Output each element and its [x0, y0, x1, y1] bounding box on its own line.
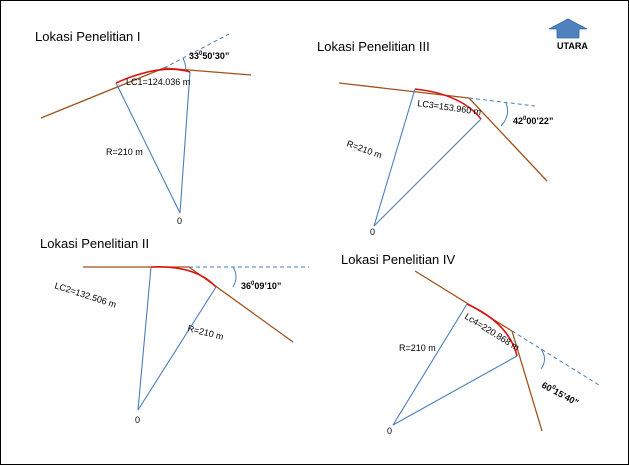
- site-2-radius-end: [137, 286, 217, 411]
- site-4-diagram: Lokasi Penelitian IV 60015’40” Lc4=220.8…: [341, 252, 600, 436]
- north-arrow: UTARA: [548, 18, 588, 51]
- site-4-radius-end: [392, 355, 518, 426]
- site-3-road-out: [468, 97, 548, 182]
- north-label: UTARA: [557, 41, 588, 51]
- site-4-title: Lokasi Penelitian IV: [341, 252, 456, 267]
- site-3-title: Lokasi Penelitian III: [317, 39, 430, 54]
- site-2-title: Lokasi Penelitian II: [40, 236, 149, 251]
- site-1-road-in: [40, 67, 165, 119]
- site-2-center-label: 0: [135, 415, 140, 425]
- site-4-road-out: [511, 330, 543, 432]
- site-2-radius-start: [137, 266, 152, 411]
- site-1-center-label: 0: [177, 216, 182, 226]
- site-1-radius-start: [115, 82, 181, 214]
- site-2-angle-arc: [232, 266, 237, 288]
- site-4-radius-start: [392, 303, 468, 426]
- site-3-curve: [414, 88, 482, 120]
- site-2-curve: [150, 266, 217, 288]
- site-3-angle-arc: [500, 102, 509, 127]
- site-3-radius-label: R=210 m: [345, 138, 383, 160]
- site-4-curve: [466, 303, 518, 357]
- site-4-angle: 60015’40”: [540, 380, 580, 408]
- site-1-angle: 33050’30”: [189, 51, 229, 61]
- site-1-diagram: Lokasi Penelitian I 33050’30” LC1=124.03…: [35, 29, 252, 226]
- site-3-road-in: [338, 82, 470, 99]
- site-3-angle: 42000’22”: [513, 116, 553, 126]
- site-1-tangent-extension: [163, 33, 230, 69]
- site-3-diagram: Lokasi Penelitian III 42000’22” LC3=153.…: [317, 39, 553, 237]
- site-2-diagram: Lokasi Penelitian II 36009’10” LC2=132.5…: [40, 236, 309, 425]
- site-4-center-label: 0: [387, 426, 392, 436]
- site-3-radius-end: [373, 118, 482, 227]
- site-1-radius-end: [179, 71, 191, 214]
- north-arrow-icon: [548, 18, 588, 39]
- site-1-title: Lokasi Penelitian I: [35, 29, 141, 44]
- site-4-tangent-extension: [511, 330, 600, 386]
- site-3-tangent-extension: [468, 97, 536, 107]
- site-1-radius-label: R=210 m: [106, 147, 143, 157]
- site-2-arc-length: LC2=132.506 m: [53, 280, 117, 309]
- site-2-angle: 36009’10”: [241, 281, 281, 291]
- site-4-road-in: [414, 270, 513, 332]
- site-1-arc-length: LC1=124.036 m: [126, 77, 190, 87]
- site-3-center-label: 0: [370, 227, 375, 237]
- site-4-angle-arc: [540, 348, 545, 370]
- site-2-radius-label: R=210 m: [187, 323, 225, 342]
- site-3-radius-start: [373, 88, 416, 227]
- site-4-radius-label: R=210 m: [399, 343, 436, 353]
- site-1-curve: [115, 68, 191, 84]
